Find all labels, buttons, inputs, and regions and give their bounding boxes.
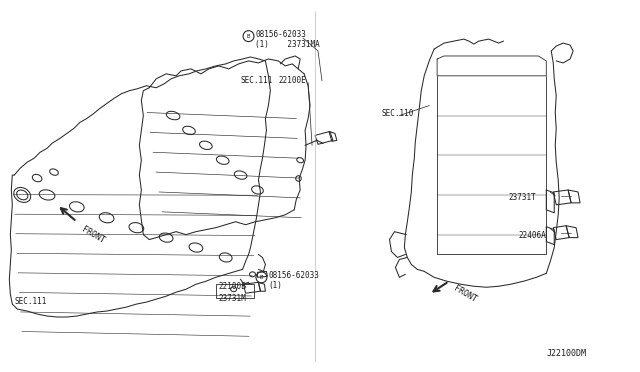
Text: SEC.110: SEC.110 bbox=[381, 109, 414, 118]
Text: SEC.111: SEC.111 bbox=[241, 76, 273, 85]
Text: 22406A: 22406A bbox=[518, 231, 547, 240]
Text: B: B bbox=[260, 275, 263, 280]
Text: J22100DM: J22100DM bbox=[547, 349, 586, 358]
Text: SEC.111: SEC.111 bbox=[14, 297, 47, 306]
Text: 08156-62033: 08156-62033 bbox=[268, 271, 319, 280]
Text: (1): (1) bbox=[268, 281, 282, 290]
Text: 22100E: 22100E bbox=[219, 282, 246, 291]
Text: 23731T: 23731T bbox=[509, 193, 536, 202]
Text: 23731M: 23731M bbox=[219, 294, 246, 303]
Text: (1)    23731MA: (1) 23731MA bbox=[255, 39, 320, 49]
Text: B: B bbox=[247, 33, 250, 39]
Text: FRONT: FRONT bbox=[80, 225, 106, 245]
Text: 22100E: 22100E bbox=[278, 76, 306, 85]
Text: FRONT: FRONT bbox=[452, 284, 478, 305]
Text: 08156-62033: 08156-62033 bbox=[255, 30, 307, 39]
